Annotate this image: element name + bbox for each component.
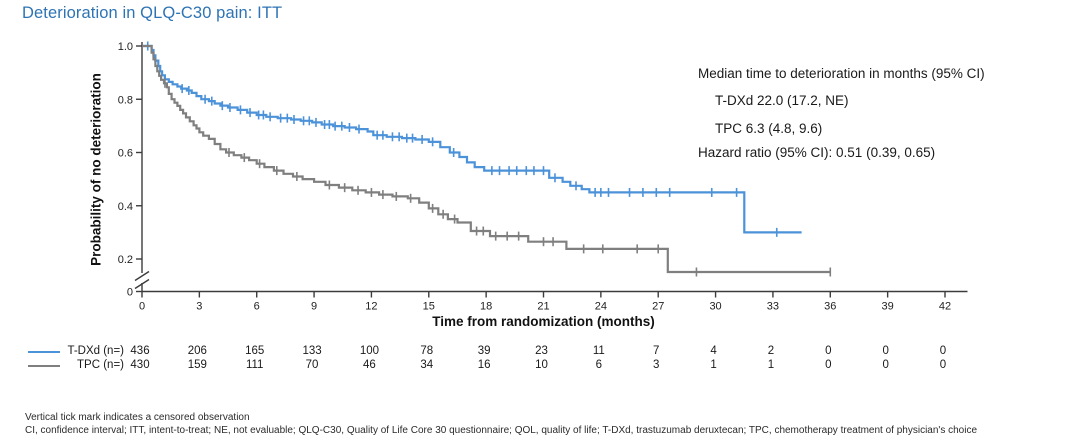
page-title: Deterioration in QLQ-C30 pain: ITT bbox=[22, 4, 283, 22]
y-tick-label: 0 bbox=[127, 287, 133, 299]
km-curve-t-dxd bbox=[142, 44, 802, 234]
median-tpc: TPC 6.3 (4.8, 9.6) bbox=[715, 121, 823, 136]
footnote-abbreviations: CI, confidence interval; ITT, intent-to-… bbox=[25, 425, 978, 436]
x-tick-label: 21 bbox=[537, 301, 549, 313]
km-curve-tpc bbox=[142, 44, 831, 274]
x-tick-label: 30 bbox=[709, 301, 721, 313]
x-tick-label: 9 bbox=[311, 301, 317, 313]
x-tick-label: 0 bbox=[139, 301, 145, 313]
x-tick-label: 24 bbox=[595, 301, 607, 313]
footnote-censor: Vertical tick mark indicates a censored … bbox=[25, 412, 250, 423]
median-tdxd: T-DXd 22.0 (17.2, NE) bbox=[715, 93, 849, 108]
x-tick-label: 27 bbox=[652, 301, 664, 313]
hazard-ratio: Hazard ratio (95% CI): 0.51 (0.39, 0.65) bbox=[698, 145, 936, 160]
y-tick-label: 0.6 bbox=[118, 148, 133, 160]
y-axis-title: Probability of no deterioration bbox=[88, 73, 104, 266]
x-tick-label: 6 bbox=[254, 301, 260, 313]
y-axis-break-mark bbox=[134, 278, 150, 290]
y-tick-label: 1.0 bbox=[118, 41, 133, 53]
x-tick-label: 39 bbox=[882, 301, 894, 313]
y-tick-label: 0.8 bbox=[118, 94, 133, 106]
x-tick-label: 12 bbox=[365, 301, 377, 313]
x-tick-label: 36 bbox=[824, 301, 836, 313]
x-tick-label: 18 bbox=[480, 301, 492, 313]
y-axis-break-mark bbox=[134, 270, 150, 282]
x-tick-label: 42 bbox=[939, 301, 951, 313]
y-tick-label: 0.4 bbox=[118, 201, 133, 213]
x-tick-label: 33 bbox=[767, 301, 779, 313]
y-tick-label: 0.2 bbox=[118, 254, 133, 266]
median-header: Median time to deterioration in months (… bbox=[698, 66, 985, 81]
x-tick-label: 3 bbox=[196, 301, 202, 313]
x-axis-title: Time from randomization (months) bbox=[432, 314, 655, 329]
x-tick-label: 15 bbox=[423, 301, 435, 313]
footnotes: Vertical tick mark indicates a censored … bbox=[25, 411, 977, 437]
